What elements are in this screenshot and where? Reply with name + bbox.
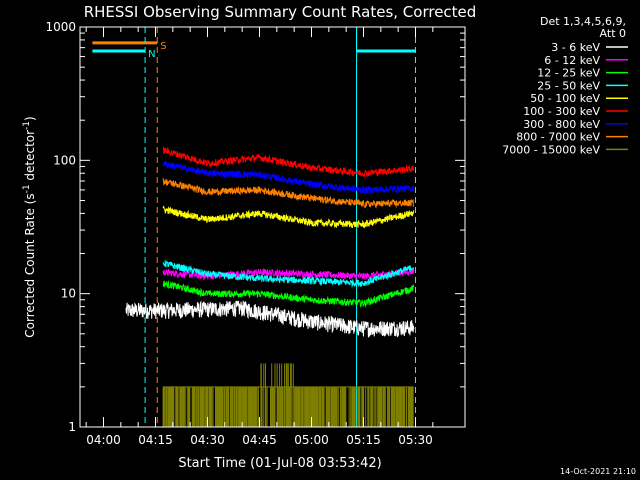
series-12-25-kev bbox=[162, 280, 415, 308]
x-tick-label: 04:15 bbox=[138, 433, 173, 447]
legend-label-25-50-kev: 25 - 50 keV bbox=[537, 79, 600, 92]
legend-label-50-100-kev: 50 - 100 keV bbox=[530, 92, 600, 105]
series-50-100-kev bbox=[162, 205, 415, 229]
legend-label-6-12-kev: 6 - 12 keV bbox=[544, 54, 600, 67]
series-25-50-kev bbox=[162, 260, 415, 288]
x-tick-label: 05:15 bbox=[346, 433, 381, 447]
chart-title: RHESSI Observing Summary Count Rates, Co… bbox=[84, 3, 477, 21]
x-tick-label: 05:30 bbox=[398, 433, 433, 447]
series-100-300-kev bbox=[162, 146, 415, 179]
flag-label-s: S bbox=[160, 41, 166, 52]
y-tick-label: 100 bbox=[53, 153, 76, 167]
y-axis-label: Corrected Count Rate (s-1 detector-1) bbox=[22, 116, 37, 337]
y-tick-label: 1 bbox=[68, 420, 76, 434]
legend-label-100-300-kev: 100 - 300 keV bbox=[523, 105, 600, 118]
plot-frame bbox=[79, 26, 466, 428]
x-axis-label: Start Time (01-Jul-08 03:53:42) bbox=[178, 456, 381, 471]
x-tick-label: 05:00 bbox=[294, 433, 329, 447]
x-tick-label: 04:30 bbox=[190, 433, 225, 447]
y-tick-label: 1000 bbox=[45, 20, 76, 34]
legend-header-detectors: Det 1,3,4,5,6,9, bbox=[540, 15, 626, 28]
flag-label-n: N bbox=[148, 49, 155, 60]
y-label-mid: detector bbox=[23, 130, 37, 185]
y-label-sup1: -1 bbox=[22, 184, 32, 193]
x-tick-label: 04:00 bbox=[86, 433, 121, 447]
x-tick-label: 04:45 bbox=[242, 433, 277, 447]
y-tick-label: 10 bbox=[61, 287, 76, 301]
y-label-sup2: -1 bbox=[22, 121, 32, 130]
series-300-800-kev bbox=[162, 160, 415, 194]
legend-label-300-800-kev: 300 - 800 keV bbox=[523, 118, 600, 131]
legend-label-3-6-kev: 3 - 6 keV bbox=[551, 41, 600, 54]
legend-label-7000-15000-kev: 7000 - 15000 keV bbox=[502, 143, 600, 156]
y-axis: 1 10 100 1000 bbox=[45, 20, 465, 434]
y-label-main: Corrected Count Rate (s bbox=[23, 193, 37, 337]
series-7000-15000-kev bbox=[162, 363, 414, 427]
series-6-12-kev bbox=[162, 267, 415, 281]
legend-header-attenuator: Att 0 bbox=[600, 27, 626, 40]
y-label-end: ) bbox=[23, 116, 37, 121]
footer-timestamp: 14-Oct-2021 21:10 bbox=[560, 467, 636, 476]
x-axis: 04:00 04:15 04:30 04:45 05:00 05:15 05:30 bbox=[85, 27, 434, 447]
series-800-7000-kev bbox=[162, 178, 414, 209]
legend-label-12-25-kev: 12 - 25 keV bbox=[537, 67, 600, 80]
legend-label-800-7000-kev: 800 - 7000 keV bbox=[516, 131, 600, 144]
series-3-6-kev bbox=[125, 300, 415, 338]
data-layer: SN bbox=[92, 27, 416, 427]
